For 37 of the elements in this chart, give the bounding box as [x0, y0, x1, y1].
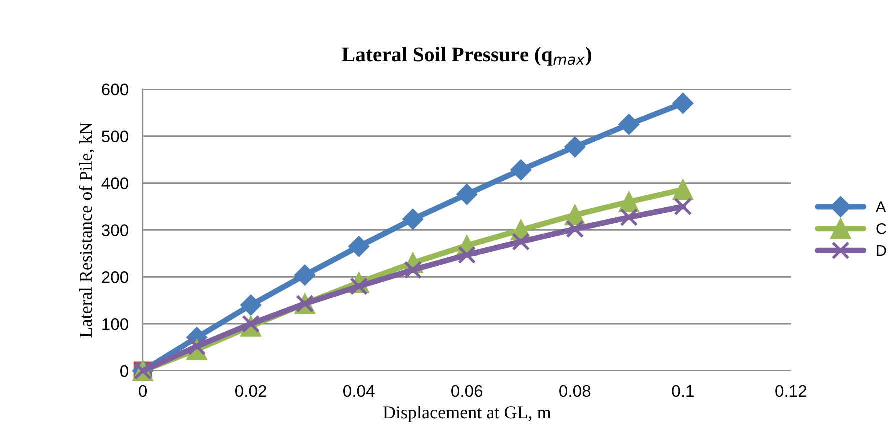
- legend-label: D: [877, 246, 886, 256]
- y-tick-label: 600: [102, 84, 128, 96]
- x-tick-label: 0.12: [776, 385, 807, 398]
- x-tick-label: 0.02: [236, 385, 266, 398]
- point: [674, 198, 692, 216]
- legend-label: C: [876, 223, 886, 234]
- point: [672, 92, 694, 114]
- point: [620, 208, 638, 227]
- legend-label: A: [876, 202, 886, 212]
- point: [672, 179, 694, 200]
- point: [510, 160, 532, 181]
- point: [350, 277, 368, 296]
- y-axis-title: Lateral Resistance of Pile, kN: [79, 122, 95, 338]
- point: [456, 184, 478, 206]
- point: [512, 232, 530, 251]
- chart-title: Lateral Soil Pressure (q$_{max}$): [342, 47, 592, 66]
- x-axis-title: Displacement at GL, m: [383, 406, 552, 422]
- y-tick-label: 0: [120, 365, 128, 378]
- point: [618, 114, 640, 136]
- point: [458, 246, 476, 264]
- point: [566, 220, 584, 238]
- y-tick-label: 100: [102, 318, 128, 330]
- x-tick-label: 0.04: [344, 385, 375, 398]
- x-tick-label: 0.08: [560, 385, 591, 398]
- point: [348, 236, 370, 258]
- point: [618, 192, 640, 212]
- y-tick-label: 500: [102, 130, 128, 143]
- x-tick-label: 0.1: [672, 385, 694, 398]
- y-tick-label: 200: [102, 272, 128, 284]
- point: [240, 294, 262, 316]
- point: [294, 264, 316, 286]
- x-tick-label: 0.06: [452, 385, 483, 398]
- point: [564, 136, 586, 158]
- point: [402, 208, 424, 230]
- y-tick-label: 300: [102, 224, 128, 236]
- x-tick-label: 0: [139, 385, 148, 398]
- y-tick-label: 400: [102, 178, 128, 190]
